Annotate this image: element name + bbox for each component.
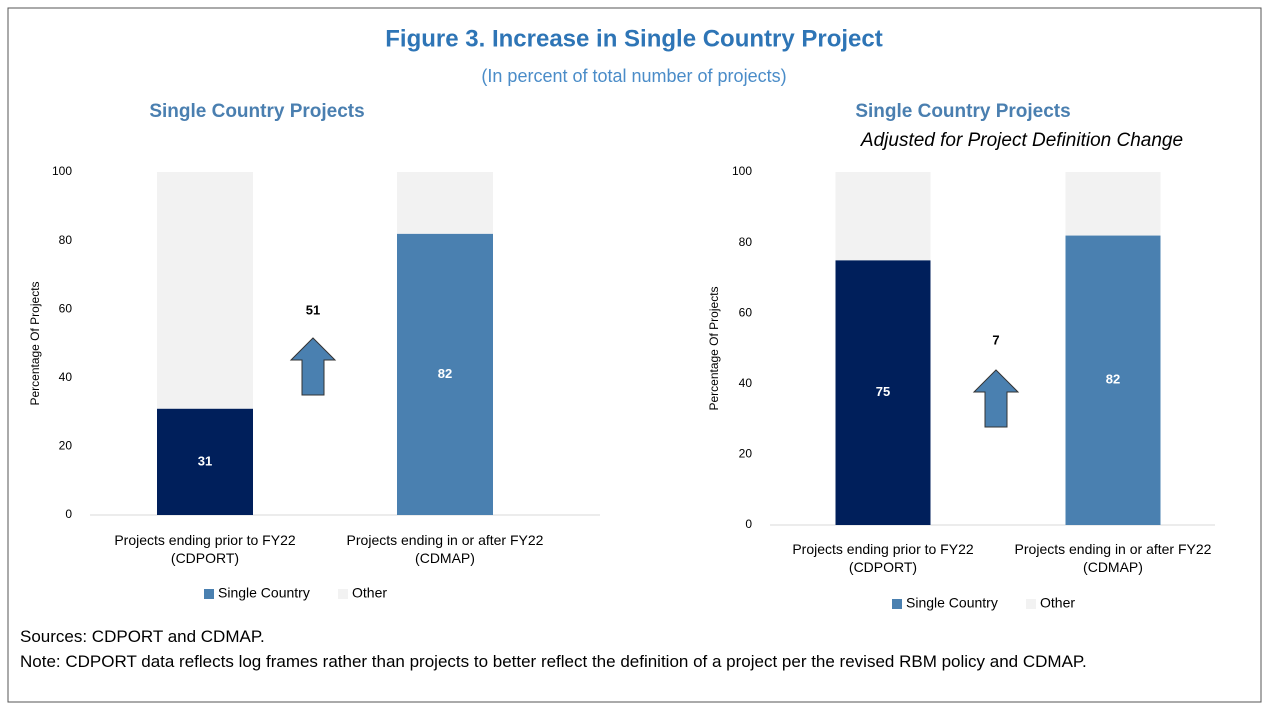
bar-segment xyxy=(1065,235,1161,526)
y-tick-label: 20 xyxy=(59,439,73,453)
legend-label: Other xyxy=(1040,595,1075,611)
legend-swatch xyxy=(204,589,214,599)
data-label: 75 xyxy=(876,384,890,399)
x-tick-label: Projects ending prior to FY22 (CDPORT) xyxy=(114,532,296,566)
bar-segment xyxy=(835,172,931,261)
y-tick-label: 60 xyxy=(739,305,753,319)
chart-title: Single Country Projects xyxy=(855,101,1070,122)
bar-segment xyxy=(1065,172,1161,236)
bar-segment xyxy=(835,260,931,525)
chart-subtitle: Adjusted for Project Definition Change xyxy=(860,130,1183,151)
data-label: 82 xyxy=(438,366,452,381)
data-label: 82 xyxy=(1106,372,1120,387)
legend-label: Single Country xyxy=(218,585,310,601)
y-tick-label: 20 xyxy=(739,447,753,461)
x-tick-label: Projects ending prior to FY22 (CDPORT) xyxy=(792,541,974,575)
y-axis-label: Percentage Of Projects xyxy=(707,286,721,410)
y-tick-label: 80 xyxy=(739,235,753,249)
y-tick-label: 80 xyxy=(59,233,73,247)
legend-swatch xyxy=(1026,599,1036,609)
sources: Sources: CDPORT and CDMAP. xyxy=(20,627,265,646)
annotation: 51 xyxy=(306,302,320,317)
y-tick-label: 100 xyxy=(52,164,72,178)
y-tick-label: 0 xyxy=(65,507,72,521)
legend-label: Other xyxy=(352,585,387,601)
y-tick-label: 60 xyxy=(59,301,73,315)
y-tick-label: 40 xyxy=(59,370,73,384)
figure-title: Figure 3. Increase in Single Country Pro… xyxy=(385,25,882,52)
frame xyxy=(7,7,1262,703)
x-tick-label: Projects ending in or after FY22 (CDMAP) xyxy=(346,532,544,566)
legend-swatch xyxy=(338,589,348,599)
y-tick-label: 100 xyxy=(732,164,752,178)
y-tick-label: 40 xyxy=(739,376,753,390)
x-tick-label: Projects ending in or after FY22 (CDMAP) xyxy=(1014,541,1212,575)
data-label: 31 xyxy=(198,453,212,468)
bar-segment xyxy=(397,172,493,234)
figure-subtitle: (In percent of total number of projects) xyxy=(481,66,786,86)
y-tick-label: 0 xyxy=(745,517,752,531)
bar-segment xyxy=(157,408,253,515)
chart-title: Single Country Projects xyxy=(149,101,364,122)
legend-swatch xyxy=(892,599,902,609)
arrow xyxy=(972,369,1020,428)
legend-label: Single Country xyxy=(906,595,998,611)
bar-segment xyxy=(397,233,493,516)
y-axis-label: Percentage Of Projects xyxy=(28,281,42,405)
annotation: 7 xyxy=(992,332,999,347)
note: Note: CDPORT data reflects log frames ra… xyxy=(20,652,1087,671)
bar-segment xyxy=(157,172,253,409)
arrow xyxy=(289,337,337,396)
